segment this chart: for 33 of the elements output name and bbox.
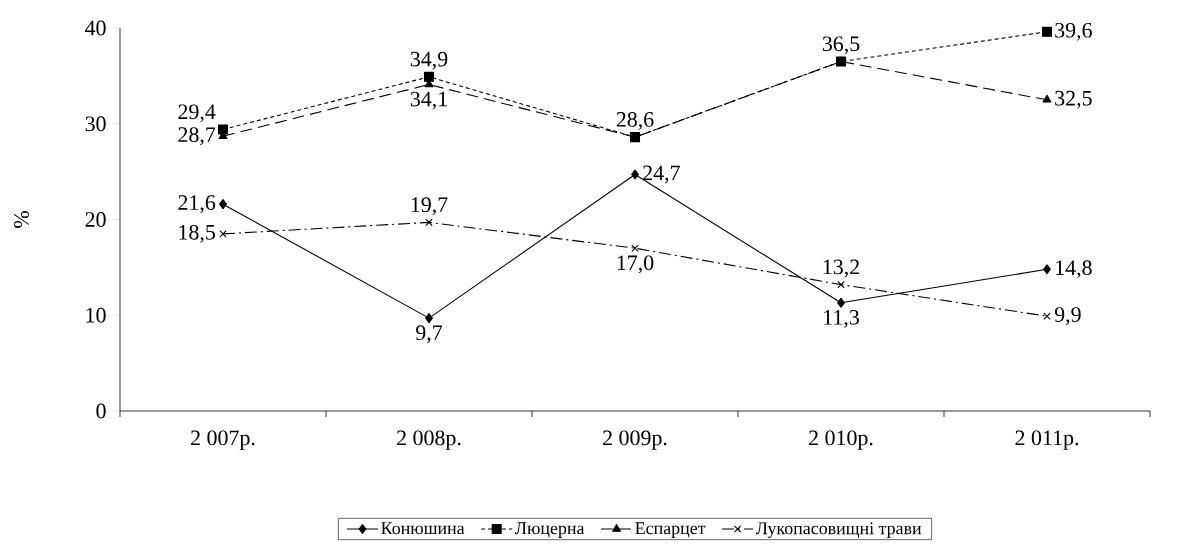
y-tick-label: 10 — [86, 307, 106, 323]
data-label: 36,5 — [822, 36, 860, 55]
data-label: 34,9 — [410, 51, 448, 70]
data-label: 28,7 — [178, 127, 216, 146]
y-tick-label: 0 — [96, 403, 106, 419]
y-axis-title: % — [14, 211, 29, 228]
y-tick-label: 40 — [85, 20, 106, 36]
data-label: 24,7 — [643, 165, 680, 184]
data-label: 9,9 — [1054, 307, 1081, 326]
data-label: 9,7 — [416, 325, 443, 344]
data-label: 13,2 — [823, 259, 859, 278]
y-tick-label: 20 — [85, 212, 106, 227]
legend-label: Люцерна — [515, 522, 585, 538]
data-label: 34,1 — [410, 91, 447, 110]
y-tick-label: 30 — [85, 116, 106, 132]
legend-label: Конюшина — [381, 522, 465, 535]
x-tick-label: 2 011р. — [1015, 430, 1079, 450]
data-label: 18,5 — [179, 224, 215, 243]
x-tick-label: 2 008р. — [397, 430, 461, 450]
data-label: 29,4 — [178, 104, 216, 123]
x-tick-label: 2 010р. — [809, 430, 873, 450]
data-label: 28,6 — [616, 112, 654, 130]
data-label: 17,0 — [617, 255, 654, 274]
legend-label: Еспарцет — [635, 522, 706, 538]
x-tick-label: 2 007р. — [191, 430, 255, 450]
data-label: 21,6 — [178, 195, 216, 214]
data-label: 11,3 — [824, 309, 859, 328]
x-tick-label: 2 009р. — [603, 430, 667, 450]
data-label: 39,6 — [1055, 22, 1092, 41]
legend-label: Лукопасовищні трави — [755, 522, 922, 539]
data-label: 32,5 — [1055, 90, 1092, 109]
data-label: 19,7 — [411, 197, 448, 216]
data-label: 14,8 — [1056, 260, 1092, 279]
